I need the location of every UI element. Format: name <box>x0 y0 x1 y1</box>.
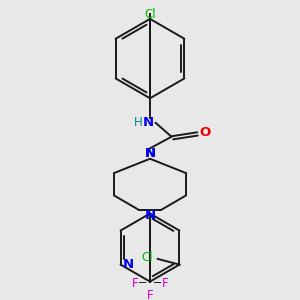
Text: F: F <box>147 289 153 300</box>
Text: F: F <box>132 277 138 290</box>
Text: N: N <box>144 147 156 160</box>
Text: Cl: Cl <box>141 250 153 263</box>
Text: N: N <box>142 116 154 129</box>
Text: N: N <box>122 258 134 271</box>
Text: F: F <box>162 277 168 290</box>
Text: Cl: Cl <box>144 8 156 21</box>
Text: N: N <box>144 209 156 222</box>
Text: H: H <box>134 116 143 129</box>
Text: N: N <box>144 147 156 160</box>
Text: O: O <box>199 126 210 139</box>
